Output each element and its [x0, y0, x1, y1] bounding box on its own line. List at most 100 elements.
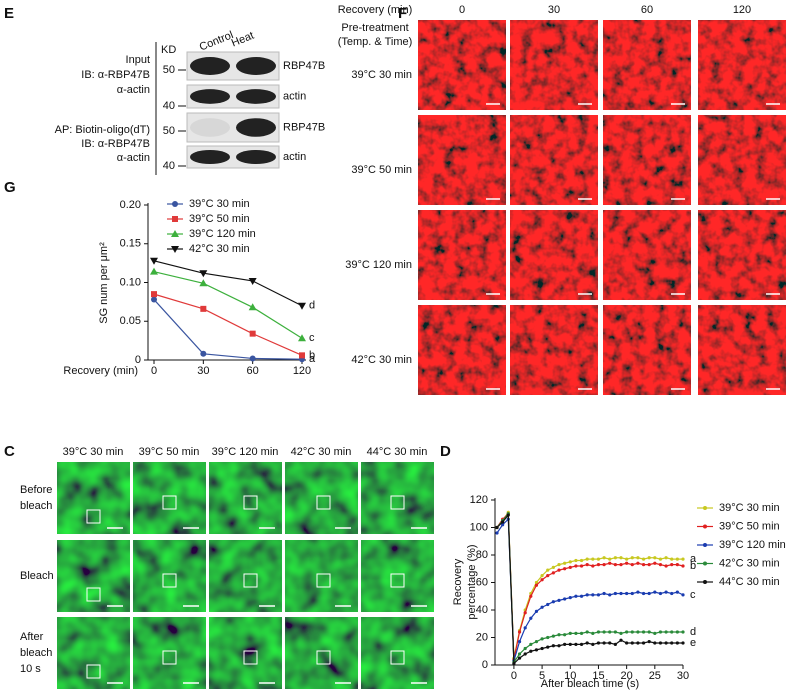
data-point: [579, 594, 584, 598]
y-tick-label: 60: [476, 576, 488, 588]
row-label: Before: [20, 484, 52, 496]
x-tick-label: 60: [247, 365, 259, 377]
lane-label: Control: [198, 29, 235, 53]
row-label: After: [20, 631, 44, 643]
blot-band: [190, 57, 230, 75]
panel-label: E: [4, 5, 14, 22]
y-axis-title: Recovery: [452, 558, 464, 605]
data-point: [670, 557, 674, 561]
data-point: [613, 556, 617, 560]
row-label: 10 s: [20, 663, 41, 675]
legend-label: 39°C 120 min: [189, 228, 256, 240]
micrograph: [285, 540, 358, 612]
data-point: [546, 574, 550, 578]
series-line: [153, 299, 303, 360]
row-label: 39°C 30 min: [351, 69, 412, 81]
data-point: [658, 630, 663, 634]
series-letter: a: [690, 553, 697, 565]
data-point: [585, 593, 589, 597]
data-point: [681, 564, 685, 568]
legend-label: 44°C 30 min: [719, 576, 780, 588]
series-letter: c: [309, 332, 315, 344]
blot-band: [236, 118, 276, 137]
panel-label: C: [4, 443, 15, 460]
band-label: actin: [283, 90, 306, 102]
column-label: 39°C 50 min: [139, 446, 200, 458]
data-point: [670, 641, 674, 645]
data-point: [563, 561, 567, 565]
micrograph: [698, 210, 786, 300]
series-letter: b: [309, 349, 315, 361]
bleach-roi: [86, 664, 101, 679]
data-point: [664, 590, 668, 594]
legend-label: 42°C 30 min: [719, 557, 780, 569]
series-letter: b: [690, 560, 696, 572]
kd-marker: 50: [163, 64, 175, 76]
data-point: [703, 561, 707, 566]
bleach-roi: [243, 573, 258, 588]
column-label: 30: [548, 4, 560, 16]
row-label: bleach: [20, 500, 52, 512]
data-point: [529, 642, 533, 646]
data-point: [546, 568, 550, 572]
kd-label: KD: [161, 44, 176, 56]
panel-label: D: [440, 443, 451, 460]
bleach-roi: [243, 650, 258, 665]
data-point: [653, 590, 657, 594]
bleach-roi: [86, 509, 101, 524]
data-point: [670, 591, 674, 596]
series-line: [153, 260, 303, 307]
series-letter: a: [309, 353, 316, 365]
data-point: [529, 649, 533, 653]
data-point: [625, 591, 629, 596]
data-point: [557, 598, 561, 602]
data-point: [591, 564, 595, 568]
data-point: [574, 642, 578, 646]
micrograph: [133, 617, 206, 689]
series-letter: d: [690, 626, 696, 638]
data-point: [172, 201, 178, 207]
data-point: [563, 597, 567, 601]
data-point: [681, 630, 685, 634]
data-point: [540, 578, 544, 582]
micrograph: [361, 540, 434, 612]
data-point: [298, 334, 306, 342]
data-point: [299, 352, 305, 359]
data-point: [675, 641, 679, 645]
data-point: [619, 563, 623, 567]
data-point: [703, 543, 707, 547]
data-point: [540, 574, 544, 578]
bleach-roi: [316, 573, 331, 588]
data-point: [534, 648, 539, 652]
data-point: [675, 590, 679, 594]
legend-label: 39°C 50 min: [719, 520, 780, 532]
data-point: [557, 568, 561, 572]
band-label: RBP47B: [283, 60, 325, 72]
data-point: [636, 641, 640, 645]
data-point: [630, 641, 634, 645]
data-point: [596, 563, 601, 567]
data-point: [534, 640, 539, 644]
data-point: [647, 630, 651, 634]
data-point: [579, 642, 584, 646]
data-point: [664, 641, 668, 645]
data-point: [546, 602, 550, 607]
data-point: [551, 600, 555, 604]
series-line: [496, 513, 683, 665]
bleach-roi: [162, 495, 177, 510]
bleach-roi: [162, 573, 177, 588]
data-point: [608, 557, 612, 561]
data-point: [636, 556, 640, 560]
data-point: [171, 246, 179, 253]
micrograph: [418, 305, 506, 395]
data-point: [602, 563, 606, 567]
x-tick-label: 30: [677, 670, 689, 682]
data-point: [625, 561, 629, 565]
x-tick-label: 25: [649, 670, 661, 682]
data-point: [540, 637, 544, 641]
data-point: [641, 563, 646, 567]
data-point: [579, 564, 584, 568]
data-point: [675, 557, 679, 561]
micrograph: [510, 115, 598, 205]
data-point: [568, 642, 572, 646]
